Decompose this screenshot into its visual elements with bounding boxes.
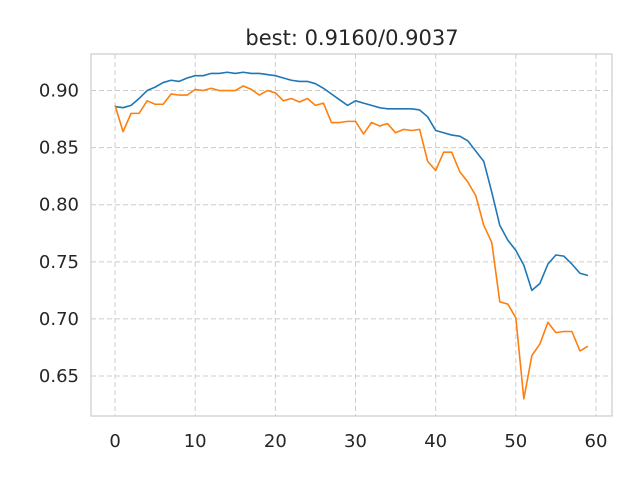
y-tick-label: 0.80 xyxy=(39,195,79,216)
x-tick-label: 30 xyxy=(344,431,367,452)
x-tick-label: 60 xyxy=(585,431,608,452)
y-tick-label: 0.70 xyxy=(39,309,79,330)
grid xyxy=(91,54,612,416)
x-tick-label: 50 xyxy=(504,431,527,452)
series-layer xyxy=(114,71,589,400)
y-tick-label: 0.65 xyxy=(39,366,79,387)
series-line-2 xyxy=(114,85,589,400)
x-axis-ticks: 0 10 20 30 40 50 60 xyxy=(109,431,607,452)
x-tick-label: 20 xyxy=(264,431,287,452)
y-tick-label: 0.85 xyxy=(39,138,79,159)
x-tick-label: 10 xyxy=(184,431,207,452)
plot-frame xyxy=(90,53,613,417)
y-tick-label: 0.90 xyxy=(39,81,79,102)
series-line-1 xyxy=(114,71,589,292)
chart-title: best: 0.9160/0.9037 xyxy=(245,26,458,50)
y-tick-label: 0.75 xyxy=(39,252,79,273)
x-tick-label: 0 xyxy=(109,431,120,452)
x-tick-label: 40 xyxy=(424,431,447,452)
y-axis-ticks: 0.65 0.70 0.75 0.80 0.85 0.90 xyxy=(39,81,79,387)
